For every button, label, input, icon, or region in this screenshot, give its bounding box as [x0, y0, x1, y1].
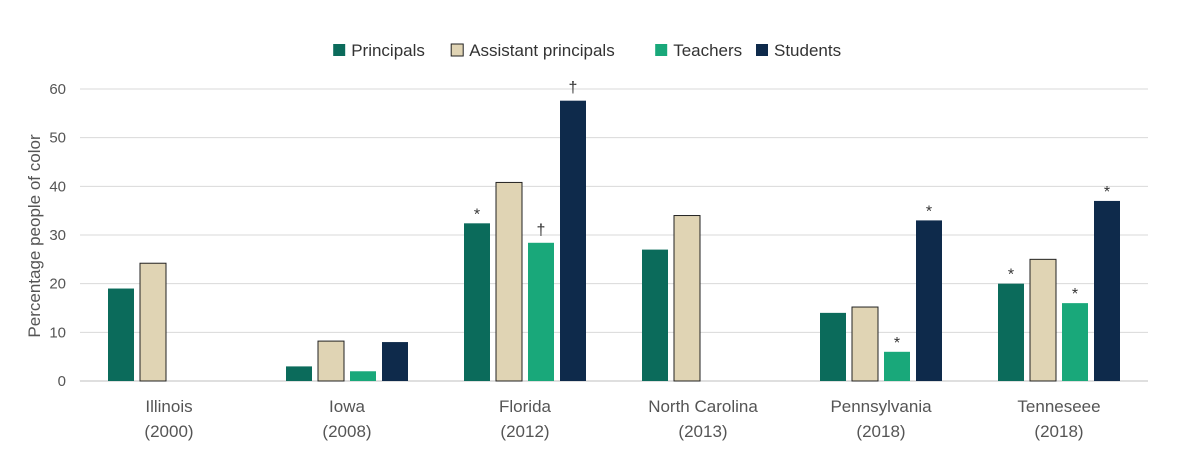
- y-tick-label-40: 40: [49, 178, 66, 195]
- bar-assistant-principals-0: [139, 262, 167, 382]
- bar-assistant-principals-1: [317, 340, 345, 382]
- legend-label-assistant-principals: Assistant principals: [469, 41, 615, 60]
- x-tick-label-year-2: (2012): [500, 422, 549, 441]
- y-tick-label-60: 60: [49, 81, 66, 98]
- bar-assistant-principals-5: [1029, 258, 1057, 382]
- x-tick-label-year-0: (2000): [144, 422, 193, 441]
- bars: [108, 100, 1120, 382]
- annotations: * * † * * † * *: [474, 80, 1110, 352]
- annotation-principals-2: *: [474, 206, 480, 223]
- legend-swatch-students: [756, 44, 768, 56]
- y-tick-label-0: 0: [58, 373, 66, 390]
- x-tick-label-year-1: (2008): [322, 422, 371, 441]
- bar-students-5: [1094, 200, 1120, 381]
- bar-principals-5: [998, 283, 1024, 381]
- annotation-teachers-2: †: [537, 222, 546, 239]
- y-tick-label-30: 30: [49, 227, 66, 244]
- bar-assistant-principals-2: [495, 181, 523, 382]
- bar-principals-3: [642, 249, 668, 381]
- x-tick-label-name-5: Tenneseee: [1017, 397, 1100, 416]
- bar-principals-1: [286, 366, 312, 381]
- annotation-teachers-4: *: [894, 335, 900, 352]
- bar-assistant-principals-3: [673, 215, 701, 382]
- legend: Principals Assistant principals Teachers St…: [333, 41, 841, 60]
- y-axis: 0 10 20 30 40 50 60: [49, 81, 66, 390]
- x-tick-label-0: Illinois (2000): [144, 397, 193, 441]
- annotation-principals-5: *: [1008, 267, 1014, 284]
- bar-students-2: [560, 100, 586, 382]
- bar-teachers-2: [528, 242, 554, 381]
- annotation-students-4: *: [926, 203, 932, 220]
- annotation-teachers-5: *: [1072, 286, 1078, 303]
- y-tick-label-10: 10: [49, 324, 66, 341]
- legend-swatch-assistant-principals: [450, 43, 464, 57]
- x-tick-label-4: Pennsylvania (2018): [830, 397, 932, 441]
- x-tick-label-year-5: (2018): [1034, 422, 1083, 441]
- bar-students-1: [382, 342, 408, 381]
- x-tick-label-name-4: Pennsylvania: [830, 397, 932, 416]
- bar-principals-2: [464, 223, 490, 381]
- x-tick-label-name-2: Florida: [499, 397, 552, 416]
- annotation-students-2: †: [569, 80, 578, 97]
- x-tick-label-name-0: Illinois: [145, 397, 192, 416]
- bar-teachers-4: [884, 351, 910, 381]
- legend-label-teachers: Teachers: [673, 41, 742, 60]
- bar-teachers-1: [350, 371, 376, 381]
- x-tick-label-3: North Carolina (2013): [648, 397, 758, 441]
- legend-swatch-teachers: [655, 44, 668, 56]
- bar-principals-4: [820, 312, 846, 381]
- legend-swatch-principals: [333, 44, 346, 56]
- legend-label-principals: Principals: [351, 41, 425, 60]
- annotation-students-5: *: [1104, 184, 1110, 201]
- bar-students-4: [916, 220, 942, 381]
- y-tick-label-20: 20: [49, 276, 66, 293]
- x-tick-label-name-1: Iowa: [329, 397, 365, 416]
- x-tick-label-5: Tenneseee (2018): [1017, 397, 1100, 441]
- bar-assistant-principals-4: [851, 306, 879, 382]
- y-axis-label: Percentage people of color: [25, 134, 44, 338]
- gridlines: [80, 88, 1148, 382]
- x-tick-label-year-3: (2013): [678, 422, 727, 441]
- x-tick-label-year-4: (2018): [856, 422, 905, 441]
- x-tick-label-1: Iowa (2008): [322, 397, 371, 441]
- x-axis: Illinois (2000) Iowa (2008) Florida (2012) Nor…: [144, 397, 1100, 441]
- bar-principals-0: [108, 288, 134, 381]
- x-tick-label-2: Florida (2012): [499, 397, 552, 441]
- x-tick-label-name-3: North Carolina: [648, 397, 758, 416]
- legend-label-students: Students: [774, 41, 841, 60]
- y-tick-label-50: 50: [49, 130, 66, 147]
- bar-teachers-5: [1062, 303, 1088, 381]
